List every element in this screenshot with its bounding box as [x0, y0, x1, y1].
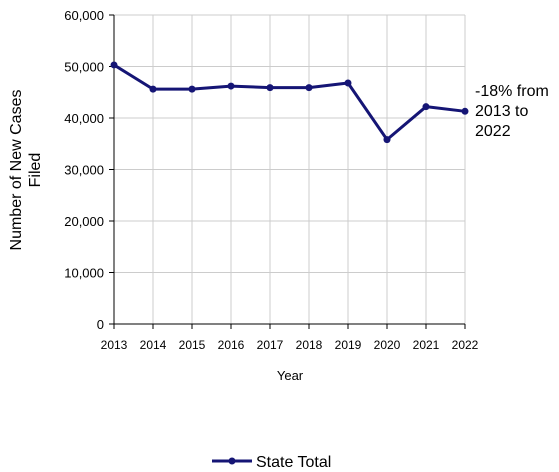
legend-point-marker	[228, 457, 236, 465]
grid-layer	[109, 14, 466, 329]
series-layer	[110, 61, 469, 144]
x-tick-labels: 2013 2014 2015 2016 2017 2018 2019 2020 2021 2022	[101, 338, 479, 352]
x-tick-label: 2022	[452, 338, 479, 352]
legend-label: State Total	[256, 454, 331, 471]
data-point	[383, 136, 391, 144]
data-point	[188, 85, 196, 93]
x-tick-label: 2018	[296, 338, 323, 352]
y-tick-label: 10,000	[64, 266, 104, 281]
x-tick-label: 2013	[101, 338, 128, 352]
x-tick-label: 2016	[218, 338, 245, 352]
x-tick-label: 2020	[374, 338, 401, 352]
data-point	[110, 61, 118, 69]
y-tick-label: 50,000	[64, 60, 104, 75]
y-tick-label: 30,000	[64, 163, 104, 178]
y-tick-label: 20,000	[64, 214, 104, 229]
x-tick-label: 2017	[257, 338, 284, 352]
data-point	[422, 103, 430, 111]
data-point	[305, 84, 313, 92]
x-tick-label: 2021	[413, 338, 440, 352]
y-tick-labels: 0 10,000 20,000 30,000 40,000 50,000 60,000	[64, 8, 104, 332]
y-tick-label: 60,000	[64, 8, 104, 23]
x-tick-label: 2019	[335, 338, 362, 352]
data-point	[461, 107, 469, 115]
data-point	[344, 79, 352, 87]
y-tick-label: 40,000	[64, 111, 104, 126]
y-axis-title: Number of New Cases Filed	[8, 90, 44, 251]
data-point	[266, 84, 274, 92]
data-point	[149, 85, 157, 93]
data-point	[227, 82, 235, 90]
x-tick-label: 2015	[179, 338, 206, 352]
y-tick-label: 0	[97, 317, 104, 332]
legend: State Total	[212, 454, 331, 471]
change-annotation: -18% from 2013 to 2022	[475, 83, 549, 140]
x-tick-label: 2014	[140, 338, 167, 352]
series-line	[113, 63, 466, 142]
x-axis-title: Year	[277, 368, 304, 383]
